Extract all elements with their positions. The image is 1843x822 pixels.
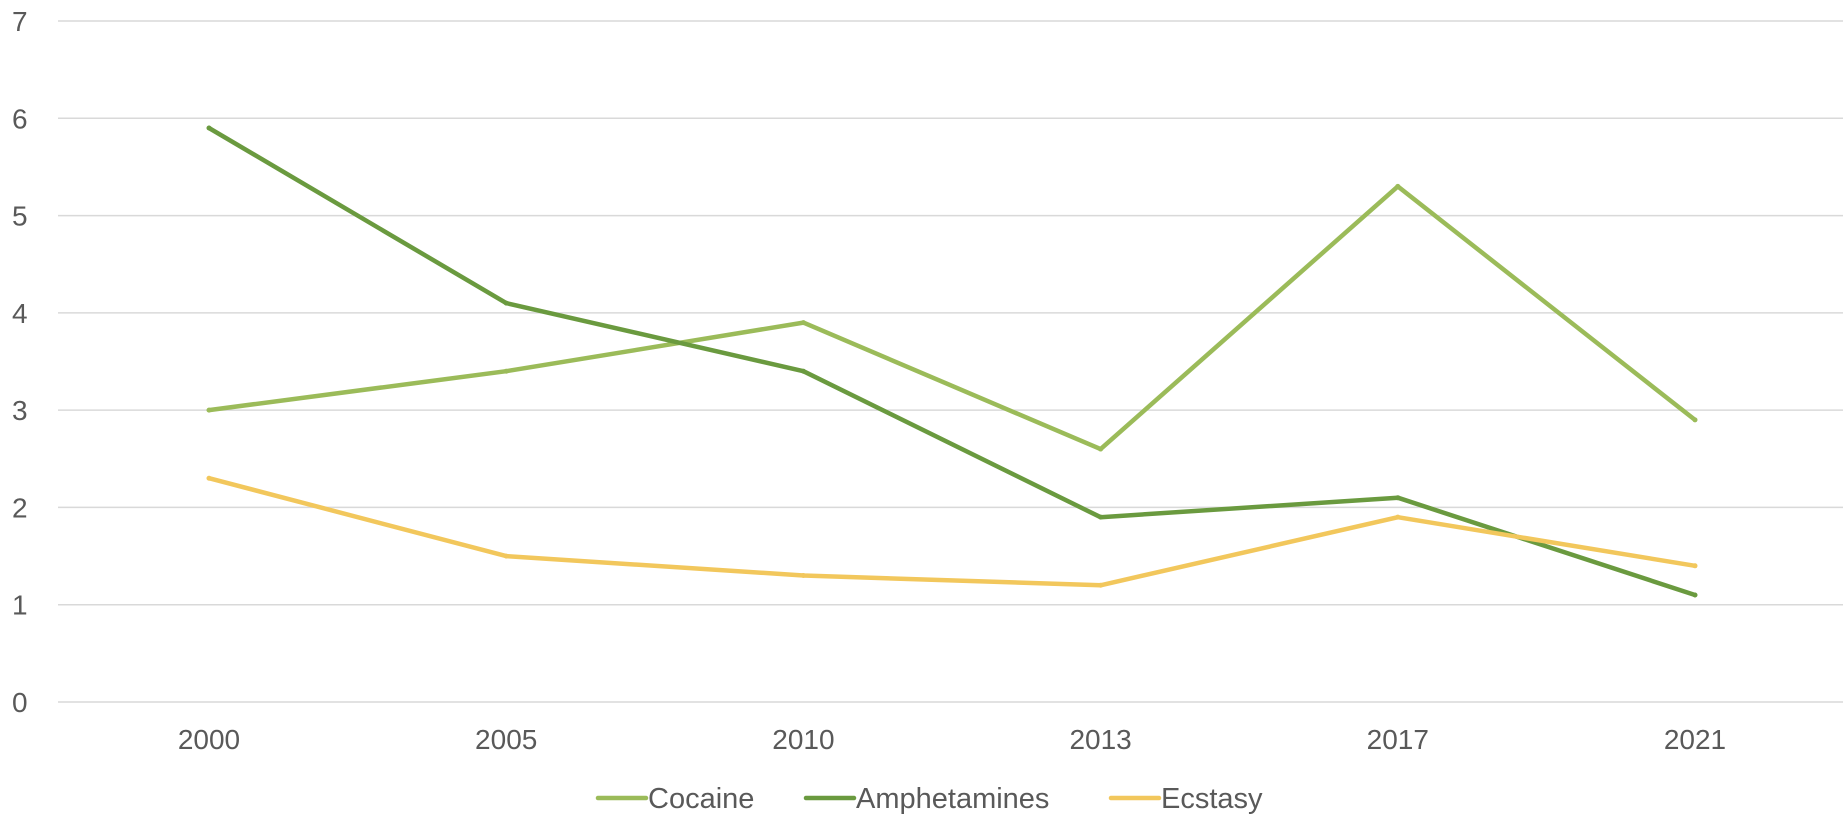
data-point bbox=[503, 368, 509, 374]
data-point bbox=[800, 368, 806, 374]
data-point bbox=[503, 300, 509, 306]
data-point bbox=[1395, 495, 1401, 501]
data-point bbox=[206, 125, 212, 131]
data-point bbox=[1395, 183, 1401, 189]
y-tick-label: 7 bbox=[12, 6, 28, 37]
data-point bbox=[800, 573, 806, 579]
data-point bbox=[1098, 582, 1104, 588]
legend: Cocaine Amphetamines Ecstasy bbox=[595, 783, 1263, 815]
data-point bbox=[206, 407, 212, 413]
data-point bbox=[1692, 563, 1698, 569]
data-point bbox=[206, 475, 212, 481]
series-lines bbox=[206, 125, 1698, 598]
series-line-ecstasy bbox=[206, 475, 1698, 588]
legend-item-amphetamines: Amphetamines bbox=[803, 783, 1049, 815]
data-point bbox=[1098, 514, 1104, 520]
x-tick-label: 2013 bbox=[1069, 724, 1131, 755]
data-point bbox=[1395, 514, 1401, 520]
legend-item-cocaine: Cocaine bbox=[595, 783, 754, 815]
y-tick-label: 0 bbox=[12, 687, 28, 718]
y-tick-label: 5 bbox=[12, 201, 28, 232]
y-tick-label: 1 bbox=[12, 590, 28, 621]
y-tick-label: 3 bbox=[12, 395, 28, 426]
data-point bbox=[1098, 446, 1104, 452]
x-tick-label: 2017 bbox=[1367, 724, 1429, 755]
x-tick-label: 2010 bbox=[772, 724, 834, 755]
data-point bbox=[1692, 592, 1698, 598]
y-tick-label: 6 bbox=[12, 103, 28, 134]
legend-label: Ecstasy bbox=[1161, 783, 1263, 815]
x-tick-label: 2021 bbox=[1664, 724, 1726, 755]
data-point bbox=[800, 320, 806, 326]
data-point bbox=[1692, 417, 1698, 423]
gridlines bbox=[58, 20, 1843, 703]
data-point bbox=[503, 553, 509, 559]
legend-label: Cocaine bbox=[648, 783, 754, 815]
series-line-cocaine bbox=[206, 184, 1698, 452]
legend-item-ecstasy: Ecstasy bbox=[1108, 783, 1263, 815]
y-axis-ticks: 0 1 2 3 4 5 6 7 bbox=[12, 6, 28, 718]
x-tick-label: 2005 bbox=[475, 724, 537, 755]
x-axis-ticks: 2000 2005 2010 2013 2017 2021 bbox=[178, 724, 1726, 755]
series-line-amphetamines bbox=[206, 125, 1698, 598]
x-tick-label: 2000 bbox=[178, 724, 240, 755]
y-tick-label: 2 bbox=[12, 492, 28, 523]
y-tick-label: 4 bbox=[12, 298, 28, 329]
legend-label: Amphetamines bbox=[856, 783, 1049, 815]
